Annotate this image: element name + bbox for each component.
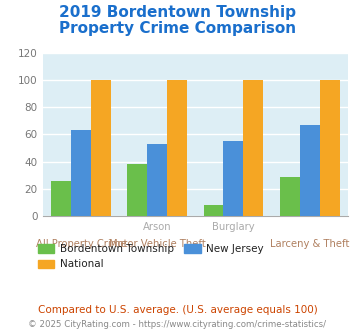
Bar — [224, 141, 243, 216]
Bar — [204, 205, 224, 216]
Bar — [147, 144, 167, 216]
Text: Motor Vehicle Theft: Motor Vehicle Theft — [109, 239, 206, 248]
Bar — [243, 80, 263, 216]
Text: 2019 Bordentown Township: 2019 Bordentown Township — [59, 5, 296, 20]
Text: Compared to U.S. average. (U.S. average equals 100): Compared to U.S. average. (U.S. average … — [38, 305, 317, 315]
Text: Property Crime Comparison: Property Crime Comparison — [59, 21, 296, 36]
Legend: Bordentown Township, National, New Jersey: Bordentown Township, National, New Jerse… — [34, 240, 268, 274]
Bar — [300, 125, 320, 216]
Bar — [51, 181, 71, 216]
Bar — [127, 164, 147, 216]
Text: © 2025 CityRating.com - https://www.cityrating.com/crime-statistics/: © 2025 CityRating.com - https://www.city… — [28, 320, 327, 329]
Text: Larceny & Theft: Larceny & Theft — [270, 239, 349, 248]
Bar — [320, 80, 339, 216]
Bar — [280, 177, 300, 216]
Text: Arson: Arson — [143, 222, 171, 232]
Bar — [167, 80, 187, 216]
Bar — [71, 130, 91, 216]
Text: All Property Crime: All Property Crime — [36, 239, 126, 248]
Bar — [91, 80, 110, 216]
Text: Burglary: Burglary — [212, 222, 255, 232]
